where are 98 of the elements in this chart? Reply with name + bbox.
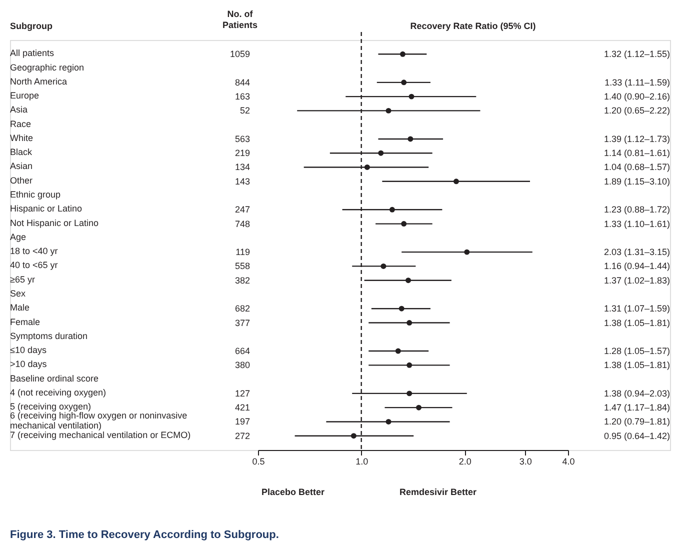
text: 380 bbox=[234, 360, 250, 370]
y-tick-label: Baseline ordinal score bbox=[10, 373, 99, 384]
data-label: 0.95 (0.64–1.42) bbox=[604, 430, 670, 441]
text: 127 bbox=[234, 388, 250, 398]
y-tick-label: Geographic region bbox=[10, 62, 84, 72]
y-tick-label: ≥65 yr bbox=[10, 274, 35, 284]
data-label: 1.32 (1.12–1.55) bbox=[604, 49, 670, 60]
y-tick-label: Not Hispanic or Latino bbox=[10, 218, 99, 228]
data-label: 1.20 (0.79–1.81) bbox=[604, 416, 670, 427]
y-tick-label: Race bbox=[10, 118, 32, 129]
data-label: 1.04 (0.68–1.57) bbox=[604, 162, 670, 172]
point bbox=[406, 362, 412, 368]
text: 247 bbox=[234, 204, 250, 215]
y-tick-label: Sex bbox=[10, 288, 26, 298]
y-tick-label: North America bbox=[10, 76, 68, 86]
data-label: 1.37 (1.02–1.83) bbox=[604, 275, 670, 286]
text: Remdesivir Better bbox=[399, 487, 478, 497]
point bbox=[389, 206, 395, 212]
data-label: 1.89 (1.15–3.10) bbox=[604, 176, 670, 186]
point bbox=[395, 348, 401, 354]
data-label: 1.20 (0.65–2.22) bbox=[604, 106, 670, 116]
point bbox=[408, 94, 414, 100]
y-tick-label: Europe bbox=[10, 90, 40, 101]
data-label: 1.38 (1.05–1.81) bbox=[604, 318, 670, 328]
point bbox=[406, 278, 412, 284]
y-tick-label: 4 (not receiving oxygen) bbox=[10, 387, 106, 398]
text: 682 bbox=[234, 304, 250, 314]
text: 219 bbox=[234, 148, 250, 158]
point bbox=[400, 51, 406, 57]
y-tick-label: 6 (receiving high-flow oxygen or noninvasive mechanical ventilation) bbox=[10, 410, 188, 431]
y-tick-label: 7 (receiving mechanical ventilation or ECMO) bbox=[10, 430, 191, 440]
text: 748 bbox=[234, 218, 250, 229]
x-axis-title: Recovery Rate Ratio (95% CI) bbox=[410, 21, 536, 31]
data-label: 1.16 (0.94–1.44) bbox=[604, 261, 670, 272]
text: 197 bbox=[234, 416, 250, 427]
data-label: 1.23 (0.88–1.72) bbox=[604, 204, 670, 215]
y-tick-label: Ethnic group bbox=[10, 190, 61, 200]
point bbox=[401, 80, 407, 86]
data-label: 1.31 (1.07–1.59) bbox=[604, 304, 670, 314]
point bbox=[398, 306, 404, 312]
y-tick-label: 5 (receiving oxygen) bbox=[10, 402, 92, 412]
text: 52 bbox=[240, 106, 250, 116]
point bbox=[408, 136, 414, 142]
text: 272 bbox=[234, 430, 250, 441]
text: Placebo Better bbox=[261, 487, 326, 497]
point bbox=[406, 390, 412, 396]
point bbox=[386, 418, 392, 424]
point bbox=[401, 221, 407, 227]
text: 664 bbox=[234, 346, 250, 356]
text: No. of Patients bbox=[222, 9, 258, 30]
data-label: 1.39 (1.12–1.73) bbox=[604, 134, 670, 144]
y-tick-label: Female bbox=[10, 316, 40, 327]
data-label: 1.38 (0.94–2.03) bbox=[604, 388, 670, 398]
text: 134 bbox=[234, 162, 250, 172]
text: 377 bbox=[234, 318, 250, 328]
data-label: 1.38 (1.05–1.81) bbox=[604, 360, 670, 370]
text: 558 bbox=[234, 261, 250, 272]
y-tick-label: Hispanic or Latino bbox=[10, 204, 82, 214]
text: Figure 3. Time to Recovery According to Subgroup. bbox=[10, 529, 279, 541]
x-tick-label: 2.0 bbox=[458, 456, 472, 466]
x-tick-label: 3.0 bbox=[519, 456, 532, 466]
text: 844 bbox=[234, 77, 250, 88]
data-label: 1.33 (1.10–1.61) bbox=[604, 218, 670, 229]
y-tick-label: Asia bbox=[10, 104, 28, 115]
x-tick-label: 1.0 bbox=[356, 456, 368, 466]
y-tick-label: White bbox=[10, 132, 34, 143]
text: Subgroup bbox=[10, 21, 53, 31]
x-tick-label: 4.0 bbox=[562, 456, 575, 466]
y-tick-label: 40 to <65 yr bbox=[10, 260, 58, 270]
text: 119 bbox=[236, 247, 250, 258]
y-tick-label: >10 days bbox=[10, 359, 48, 370]
data-label: 2.03 (1.31–3.15) bbox=[604, 247, 670, 258]
point bbox=[380, 263, 386, 269]
data-label: 1.28 (1.05–1.57) bbox=[604, 346, 670, 356]
point bbox=[378, 150, 384, 156]
point bbox=[416, 404, 422, 410]
text: 382 bbox=[234, 275, 250, 286]
point bbox=[386, 108, 392, 114]
text: 421 bbox=[234, 402, 250, 413]
x-tick-label: 0.5 bbox=[252, 456, 265, 466]
text: 563 bbox=[234, 134, 250, 144]
data-label: 1.47 (1.17–1.84) bbox=[604, 402, 670, 413]
y-tick-label: Male bbox=[10, 302, 30, 313]
data-label: 1.14 (0.81–1.61) bbox=[604, 148, 670, 158]
y-tick-label: 18 to <40 yr bbox=[10, 246, 58, 256]
y-tick-label: All patients bbox=[10, 48, 55, 58]
y-tick-label: Other bbox=[10, 175, 33, 186]
data-label: 1.40 (0.90–2.16) bbox=[604, 92, 670, 102]
y-tick-label: Asian bbox=[10, 161, 33, 172]
text: 163 bbox=[234, 92, 250, 102]
y-tick-label: ≤10 days bbox=[10, 345, 47, 356]
text: 1059 bbox=[230, 49, 250, 60]
data-label: 1.33 (1.11–1.59) bbox=[604, 77, 670, 88]
y-tick-label: Black bbox=[10, 147, 33, 158]
text: 143 bbox=[234, 176, 250, 186]
point bbox=[406, 320, 412, 326]
y-tick-label: Symptoms duration bbox=[10, 330, 88, 341]
y-tick-label: Age bbox=[10, 232, 26, 242]
